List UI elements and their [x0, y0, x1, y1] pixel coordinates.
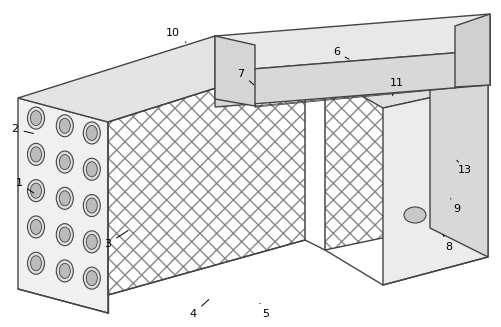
Ellipse shape [83, 122, 100, 144]
Text: 2: 2 [12, 124, 34, 134]
Text: 7: 7 [237, 69, 254, 85]
Ellipse shape [31, 219, 42, 234]
Text: 11: 11 [389, 78, 403, 95]
Ellipse shape [59, 155, 70, 170]
Text: 10: 10 [166, 28, 186, 43]
Text: 9: 9 [450, 198, 459, 214]
Polygon shape [429, 52, 487, 257]
Ellipse shape [31, 256, 42, 271]
Ellipse shape [86, 234, 97, 249]
Text: 13: 13 [456, 160, 470, 175]
Polygon shape [214, 50, 489, 107]
Ellipse shape [59, 227, 70, 242]
Text: 5: 5 [260, 303, 269, 319]
Polygon shape [454, 14, 489, 87]
Polygon shape [324, 52, 429, 250]
Ellipse shape [83, 267, 100, 289]
Polygon shape [382, 85, 487, 285]
Polygon shape [214, 36, 255, 106]
Ellipse shape [28, 180, 45, 202]
Ellipse shape [86, 162, 97, 177]
Ellipse shape [28, 107, 45, 129]
Ellipse shape [403, 207, 425, 223]
Ellipse shape [28, 252, 45, 274]
Ellipse shape [56, 151, 73, 173]
Ellipse shape [56, 187, 73, 209]
Polygon shape [108, 60, 305, 295]
Ellipse shape [59, 264, 70, 278]
Ellipse shape [28, 143, 45, 165]
Ellipse shape [86, 271, 97, 285]
Ellipse shape [59, 191, 70, 206]
Text: 6: 6 [332, 47, 348, 59]
Ellipse shape [31, 183, 42, 198]
Ellipse shape [56, 260, 73, 282]
Text: 8: 8 [442, 235, 452, 252]
Ellipse shape [83, 195, 100, 216]
Polygon shape [18, 36, 305, 122]
Polygon shape [214, 14, 489, 72]
Ellipse shape [86, 198, 97, 213]
Ellipse shape [86, 126, 97, 141]
Ellipse shape [31, 111, 42, 126]
Polygon shape [18, 98, 108, 313]
Ellipse shape [83, 231, 100, 253]
Text: 1: 1 [16, 178, 34, 193]
Polygon shape [324, 52, 487, 108]
Ellipse shape [28, 216, 45, 238]
Text: 4: 4 [189, 300, 208, 319]
Ellipse shape [59, 118, 70, 133]
Ellipse shape [56, 115, 73, 137]
Ellipse shape [56, 224, 73, 246]
Text: 3: 3 [104, 231, 128, 249]
Ellipse shape [31, 147, 42, 162]
Ellipse shape [83, 158, 100, 180]
